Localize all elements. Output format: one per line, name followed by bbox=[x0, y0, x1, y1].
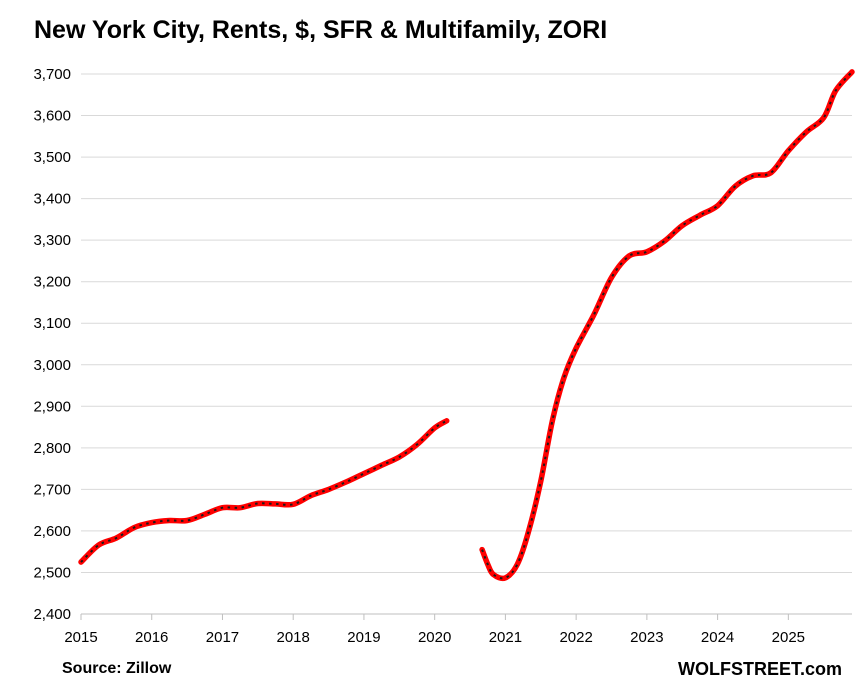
chart-title: New York City, Rents, $, SFR & Multifami… bbox=[34, 16, 608, 44]
series-line bbox=[479, 69, 855, 582]
series-markers bbox=[481, 71, 853, 580]
y-tick-label: 3,000 bbox=[33, 357, 71, 374]
series-line bbox=[78, 418, 450, 565]
y-tick-label: 3,100 bbox=[33, 315, 71, 332]
x-tick-label: 2016 bbox=[135, 629, 168, 646]
series-rent bbox=[78, 69, 855, 582]
brand-note: WOLFSTREET.com bbox=[677, 659, 842, 679]
x-tick-label: 2020 bbox=[418, 629, 451, 646]
y-tick-label: 2,500 bbox=[33, 564, 71, 581]
axes bbox=[80, 613, 852, 620]
y-tick-label: 3,600 bbox=[33, 108, 71, 125]
y-tick-label: 3,700 bbox=[33, 66, 71, 83]
x-tick-label: 2023 bbox=[630, 629, 663, 646]
x-tick-label: 2024 bbox=[701, 629, 734, 646]
x-axis-ticks: 2015 2016 2017 2018 2019 2020 2021 2022 2023 2024… bbox=[64, 629, 805, 646]
y-tick-label: 3,500 bbox=[33, 149, 71, 166]
line-chart: 2,400 2,500 2,600 2,700 2,800 2,900 3,000 3,100… bbox=[33, 66, 855, 646]
y-tick-label: 2,700 bbox=[33, 481, 71, 498]
y-tick-label: 3,400 bbox=[33, 191, 71, 208]
y-tick-label: 2,400 bbox=[33, 606, 71, 623]
y-tick-label: 3,300 bbox=[33, 232, 71, 249]
x-tick-label: 2022 bbox=[559, 629, 592, 646]
x-tick-label: 2019 bbox=[347, 629, 380, 646]
y-tick-label: 2,900 bbox=[33, 398, 71, 415]
y-axis-ticks: 2,400 2,500 2,600 2,700 2,800 2,900 3,000 3,100… bbox=[33, 66, 71, 623]
x-tick-label: 2025 bbox=[772, 629, 805, 646]
x-tick-label: 2017 bbox=[206, 629, 239, 646]
x-tick-label: 2015 bbox=[64, 629, 97, 646]
gridlines bbox=[81, 73, 852, 573]
y-tick-label: 3,200 bbox=[33, 274, 71, 291]
source-note: Source: Zillow bbox=[62, 660, 172, 677]
x-tick-label: 2021 bbox=[489, 629, 522, 646]
y-tick-label: 2,600 bbox=[33, 523, 71, 540]
series-markers bbox=[80, 419, 448, 563]
x-tick-label: 2018 bbox=[277, 629, 310, 646]
y-tick-label: 2,800 bbox=[33, 440, 71, 457]
